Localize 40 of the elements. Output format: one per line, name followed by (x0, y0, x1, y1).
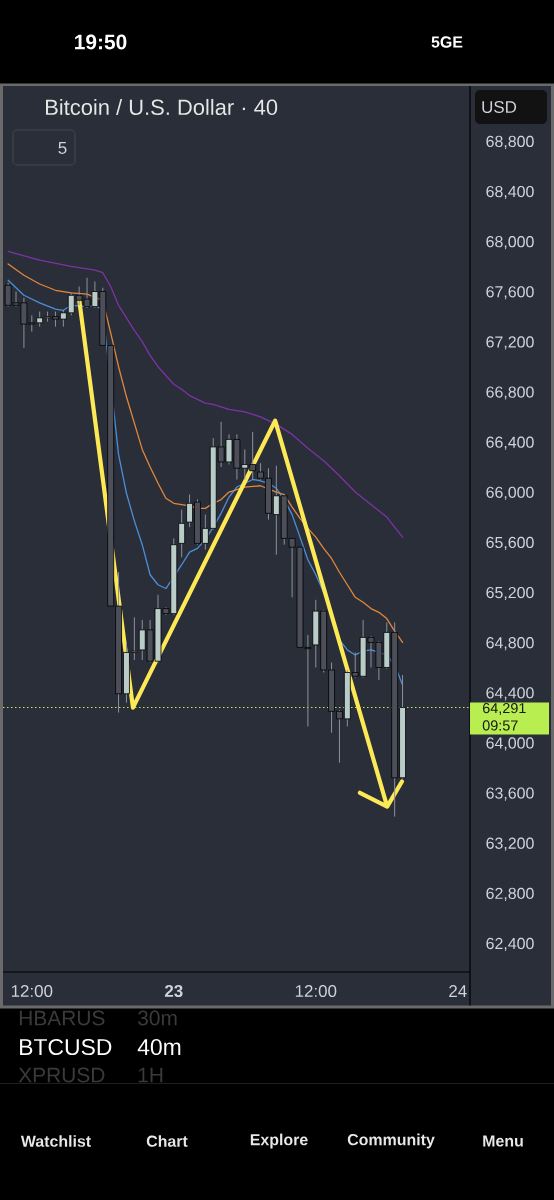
y-tick-label: 63,600 (486, 787, 534, 801)
chart-title: Bitcoin / U.S. Dollar · 40 (46, 98, 278, 116)
y-tick-label: 66,800 (486, 386, 534, 400)
text: Watchlist (20, 1135, 91, 1147)
y-tick-label: 64,800 (486, 637, 534, 651)
text: 19:50 (75, 34, 127, 50)
x-tick-label: 12:00 (295, 985, 337, 998)
candlestick (178, 509, 186, 558)
y-tick-label: 68,400 (486, 185, 534, 200)
y-tick-label: 66,400 (486, 436, 534, 450)
y-tick-label: 62,400 (486, 937, 534, 952)
text: USD (482, 101, 517, 113)
y-tick-label: 62,800 (486, 887, 534, 901)
text: 30m (138, 1010, 177, 1026)
text: BTCUSD (20, 1038, 112, 1056)
y-tick-label: 66,000 (486, 486, 534, 500)
text: Menu (483, 1135, 523, 1147)
x-tick-label: 24 (449, 985, 467, 997)
text: 09:57 (482, 720, 518, 731)
text: HBARUS (19, 1010, 105, 1026)
x-tick-label: 12:00 (11, 985, 53, 998)
y-tick-label: 64,400 (486, 687, 534, 701)
text: 40m (137, 1038, 181, 1056)
text: XPRUSD (18, 1067, 105, 1083)
y-tick-label: 63,200 (486, 837, 534, 851)
y-tick-label: 67,200 (486, 336, 534, 350)
x-tick-label: 23 (164, 985, 183, 998)
text: 5GE (431, 36, 463, 48)
text: Explore (250, 1133, 308, 1149)
text: Community (347, 1133, 435, 1149)
y-tick-label: 65,600 (486, 536, 534, 550)
text: Chart (146, 1135, 188, 1147)
y-tick-label: 65,200 (486, 586, 534, 601)
y-tick-label: 68,000 (486, 236, 534, 250)
annotation: 5 (58, 142, 67, 154)
y-tick-label: 64,000 (486, 737, 534, 751)
ref-line-label: 64,291 (482, 702, 526, 715)
text: 1H (138, 1067, 163, 1083)
y-tick-label: 67,600 (486, 286, 534, 300)
y-tick-label: 68,800 (486, 135, 534, 149)
